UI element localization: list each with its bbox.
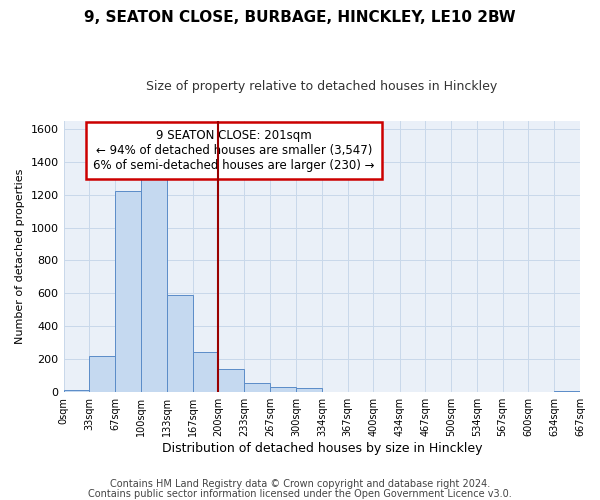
Text: Contains HM Land Registry data © Crown copyright and database right 2024.: Contains HM Land Registry data © Crown c… (110, 479, 490, 489)
Bar (193, 352, 218, 392)
Bar (115, 192, 141, 392)
Bar (167, 295, 193, 392)
Bar (270, 388, 296, 392)
Bar (244, 383, 270, 392)
Bar (141, 178, 167, 392)
Bar (64, 390, 89, 392)
Text: Contains public sector information licensed under the Open Government Licence v3: Contains public sector information licen… (88, 489, 512, 499)
X-axis label: Distribution of detached houses by size in Hinckley: Distribution of detached houses by size … (161, 442, 482, 455)
Bar (296, 388, 322, 392)
Bar (218, 369, 244, 392)
Title: Size of property relative to detached houses in Hinckley: Size of property relative to detached ho… (146, 80, 497, 93)
Bar (554, 390, 580, 392)
Text: 9, SEATON CLOSE, BURBAGE, HINCKLEY, LE10 2BW: 9, SEATON CLOSE, BURBAGE, HINCKLEY, LE10… (84, 10, 516, 25)
Bar (89, 356, 115, 392)
Y-axis label: Number of detached properties: Number of detached properties (15, 168, 25, 344)
Text: 9 SEATON CLOSE: 201sqm
← 94% of detached houses are smaller (3,547)
6% of semi-d: 9 SEATON CLOSE: 201sqm ← 94% of detached… (93, 128, 375, 172)
